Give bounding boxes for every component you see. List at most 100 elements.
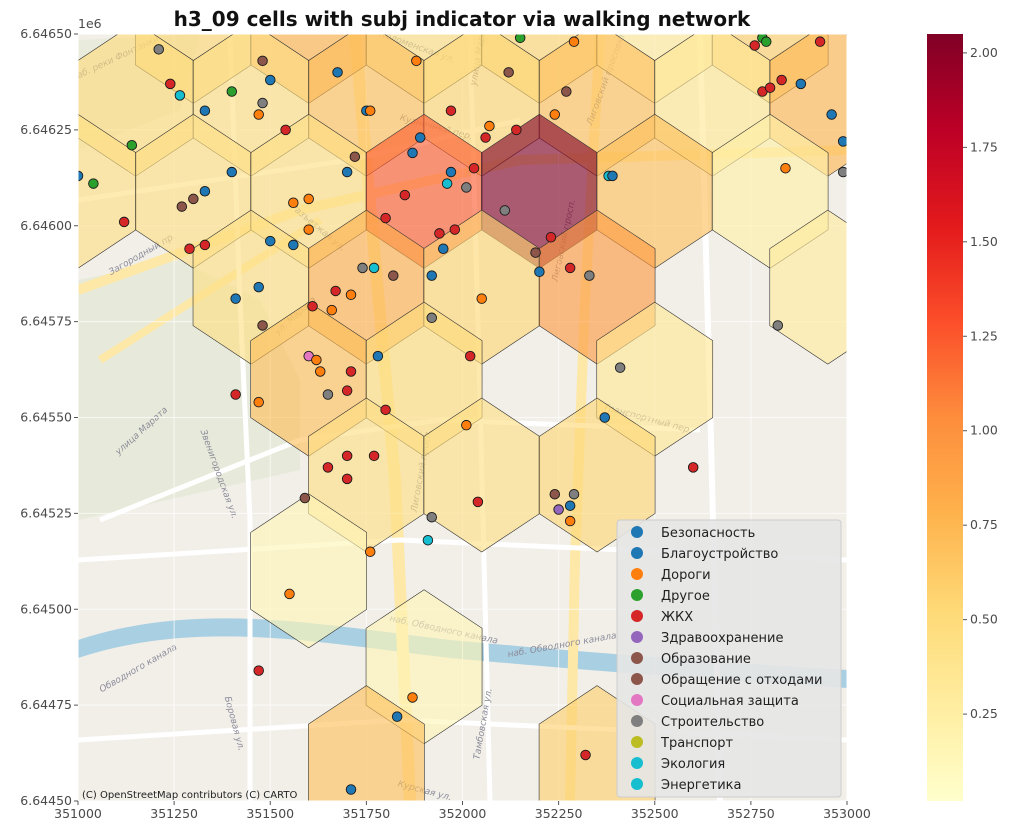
data-point <box>176 201 188 212</box>
data-point <box>345 366 357 377</box>
colorbar-tick-label: 1.25 <box>970 328 998 343</box>
data-point <box>414 132 426 143</box>
data-point <box>776 74 787 86</box>
data-point <box>118 216 130 228</box>
data-point <box>564 262 576 274</box>
data-point <box>126 139 138 151</box>
data-point <box>464 350 476 362</box>
legend-box <box>616 519 842 798</box>
legend-label: Строительство <box>661 715 764 730</box>
legend-marker <box>631 736 643 748</box>
data-point <box>364 546 376 557</box>
data-point <box>380 212 391 224</box>
legend-label: Безопасность <box>661 526 755 541</box>
data-point <box>332 67 343 78</box>
data-point <box>564 500 576 511</box>
y-tick-label: 6.64525 <box>20 505 72 520</box>
points-layer <box>78 34 847 795</box>
data-point <box>445 105 457 116</box>
data-point <box>407 692 418 703</box>
legend-label: Дороги <box>661 568 711 583</box>
data-point <box>307 301 318 312</box>
data-point <box>614 362 626 373</box>
data-point <box>764 82 776 93</box>
data-point <box>253 396 264 408</box>
colorbar-tick-label: 1.50 <box>970 234 998 249</box>
legend-label: Благоустройство <box>661 547 778 562</box>
data-point <box>88 178 99 189</box>
data-point <box>303 224 314 235</box>
data-point <box>434 228 445 239</box>
legend-label: Обращение с отходами <box>661 673 822 688</box>
hex-cell <box>769 209 847 365</box>
data-point <box>349 151 361 162</box>
data-point <box>568 36 580 47</box>
legend-marker <box>631 589 643 601</box>
data-point <box>253 665 264 676</box>
x-tick-label: 351250 <box>150 806 198 821</box>
data-point <box>284 588 295 600</box>
x-tick-label: 352750 <box>727 806 775 821</box>
data-point <box>165 78 176 90</box>
data-point <box>372 350 384 362</box>
colorbar-tick-label: 0.75 <box>970 517 998 532</box>
chart-title: h3_09 cells with subj indicator via walk… <box>174 7 751 31</box>
data-point <box>322 389 334 400</box>
data-point <box>280 124 291 136</box>
data-point <box>426 511 437 523</box>
y-tick-label: 6.64550 <box>20 410 72 425</box>
data-point <box>199 239 211 251</box>
data-point <box>257 320 268 331</box>
x-tick-label: 353000 <box>823 806 871 821</box>
legend-label: Энергетика <box>661 778 742 793</box>
data-point <box>199 105 211 116</box>
data-point <box>749 40 760 51</box>
legend-marker <box>631 526 643 538</box>
data-point <box>438 243 449 255</box>
data-point <box>837 136 847 147</box>
data-point <box>341 385 353 396</box>
y-tick-label: 6.64600 <box>20 218 72 233</box>
colorbar-tick-label: 0.25 <box>970 706 998 721</box>
data-point <box>341 450 353 462</box>
legend-label: Здравоохранение <box>661 631 783 646</box>
data-point <box>549 109 561 120</box>
data-point <box>265 74 276 86</box>
data-point <box>580 749 591 761</box>
data-point <box>534 266 545 278</box>
data-point <box>772 320 784 331</box>
y-tick-label: 6.64625 <box>20 122 72 137</box>
colorbar <box>927 34 963 801</box>
data-point <box>461 182 472 193</box>
data-point <box>314 366 326 377</box>
data-point <box>303 193 314 205</box>
data-point <box>368 262 380 274</box>
data-point <box>530 247 541 258</box>
data-point <box>511 124 522 136</box>
hex-cells-layer <box>78 34 847 801</box>
data-point <box>814 36 826 47</box>
data-point <box>253 281 264 293</box>
legend-marker <box>631 631 643 643</box>
data-point <box>330 285 341 297</box>
data-point <box>568 488 580 500</box>
data-point <box>391 711 403 722</box>
legend-marker <box>631 673 643 685</box>
data-point <box>426 270 437 281</box>
hex-cell <box>250 493 368 649</box>
data-point <box>399 189 411 201</box>
legend-marker <box>631 715 643 727</box>
data-point <box>188 193 199 205</box>
x-tick-label: 351750 <box>343 806 391 821</box>
legend-label: Другое <box>661 589 710 604</box>
data-point <box>230 389 241 400</box>
x-tick-label: 352000 <box>439 806 487 821</box>
colorbar-tick-label: 2.00 <box>970 45 998 60</box>
data-point <box>461 419 472 431</box>
x-axis-ticks: 351000 351250 351500 351750 352000 352250 3525… <box>54 801 871 821</box>
data-point <box>564 515 576 527</box>
hex-cell <box>538 397 656 553</box>
data-point <box>345 289 357 301</box>
data-point <box>253 109 264 120</box>
